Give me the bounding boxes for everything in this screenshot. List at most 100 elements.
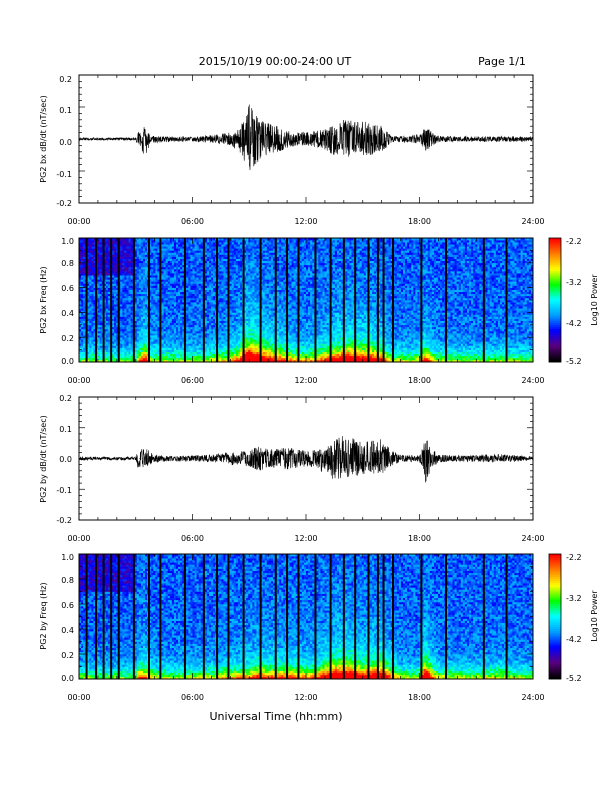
spectrogram-cell [167, 322, 171, 326]
spectrogram-cell [149, 279, 152, 282]
spectrogram-cell [182, 246, 185, 249]
spectrogram-cell [122, 244, 125, 247]
spectrogram-cell [138, 285, 142, 288]
spectrogram-cell [81, 335, 84, 338]
spectrogram-cell [83, 347, 86, 350]
spectrogram-cell [244, 281, 247, 284]
spectrogram-cell [153, 248, 156, 251]
spectrogram-cell [173, 287, 177, 290]
spectrogram-cell [105, 252, 109, 255]
spectrogram-cell [136, 264, 140, 268]
spectrogram-cell [87, 326, 90, 330]
spectrogram-cell [130, 277, 133, 280]
spectrogram-cell [169, 291, 173, 295]
spectrogram-cell [138, 264, 142, 268]
spectrogram-cell [112, 353, 115, 357]
spectrogram-cell [217, 258, 220, 262]
spectrogram-cell [151, 351, 154, 355]
spectrogram-cell [239, 308, 243, 311]
spectrogram-cell [153, 289, 156, 293]
spectrogram-cell [157, 269, 160, 272]
spectrogram-cell [151, 244, 154, 247]
spectrogram-cell [165, 326, 169, 330]
spectrogram-cell [91, 349, 94, 352]
spectrogram-cell [126, 314, 129, 317]
spectrogram-cell [239, 242, 243, 245]
spectrogram-cell [235, 273, 239, 276]
spectrogram-cell [103, 320, 107, 324]
spectrogram-cell [167, 248, 171, 251]
spectrogram-cell [221, 314, 224, 317]
spectrogram-cell [151, 359, 154, 363]
spectrogram-cell [223, 244, 226, 247]
spectrogram-cell [231, 359, 235, 363]
spectrogram-cell [204, 345, 208, 348]
spectrogram-cell [83, 242, 86, 245]
spectrogram-cell [217, 306, 220, 309]
spectrogram-cell [225, 318, 228, 321]
spectrogram-cell [124, 277, 127, 280]
spectrogram-cell [140, 328, 144, 332]
spectrogram-cell [246, 291, 249, 295]
spectrogram-cell [103, 343, 107, 346]
spectrogram-cell [223, 291, 226, 295]
spectrogram-cell [134, 291, 138, 295]
spectrogram-cell [225, 240, 228, 243]
spectrogram-cell [142, 349, 146, 352]
spectrogram-cell [145, 345, 148, 348]
spectrogram-cell [173, 316, 177, 319]
spectrogram-cell [244, 244, 247, 247]
spectrogram-cell [209, 254, 212, 257]
spectrogram-cell [180, 258, 183, 262]
spectrogram-cell [105, 271, 109, 274]
spectrogram-cell [223, 269, 226, 272]
spectrogram-cell [209, 289, 212, 293]
spectrogram-cell [163, 242, 166, 245]
spectrogram-cell [140, 322, 144, 326]
spectrogram-cell [204, 273, 208, 276]
spectrogram-cell [209, 258, 212, 262]
spectrogram-cell [171, 262, 175, 266]
spectrogram-cell [136, 333, 140, 336]
spectrogram-cell [237, 355, 241, 359]
spectrogram-cell [83, 324, 86, 328]
spectrogram-cell [151, 252, 154, 255]
spectrogram-cell [231, 331, 235, 334]
spectrogram-cell [142, 341, 146, 344]
spectrogram-cell [190, 320, 193, 324]
spectrogram-cell [145, 252, 148, 255]
spectrogram-cell [167, 258, 171, 262]
spectrogram-cell [180, 343, 183, 346]
spectrogram-cell [124, 240, 127, 243]
spectrogram-cell [186, 287, 189, 290]
spectrogram-cell [120, 320, 123, 324]
spectrogram-cell [188, 289, 191, 293]
spectrogram-cell [169, 273, 173, 276]
spectrogram-cell [196, 318, 199, 321]
spectrogram-cell [103, 262, 107, 266]
spectrogram-cell [153, 250, 156, 253]
spectrogram-cell [79, 320, 82, 324]
spectrogram-cell [188, 304, 191, 307]
spectrogram-cell [178, 240, 181, 243]
spectrogram-cell [180, 339, 183, 342]
spectrogram-cell [93, 271, 96, 274]
spectrogram-cell [140, 252, 144, 255]
spectrogram-cell [167, 314, 171, 317]
spectrogram-cell [233, 246, 237, 249]
spectrogram-cell [200, 242, 204, 245]
spectrogram-cell [93, 297, 96, 301]
spectrogram-cell [89, 337, 92, 340]
spectrogram-cell [213, 310, 216, 313]
spectrogram-cell [89, 262, 92, 266]
spectrogram-cell [169, 244, 173, 247]
spectrogram-cell [163, 287, 166, 290]
spectrogram-cell [151, 279, 154, 282]
spectrogram-cell [136, 300, 140, 303]
spectrogram-cell [142, 324, 146, 328]
spectrogram-cell [180, 240, 183, 243]
spectrogram-cell [231, 306, 235, 309]
spectrogram-cell [182, 287, 185, 290]
spectrogram-cell [126, 277, 129, 280]
spectrogram-cell [151, 314, 154, 317]
